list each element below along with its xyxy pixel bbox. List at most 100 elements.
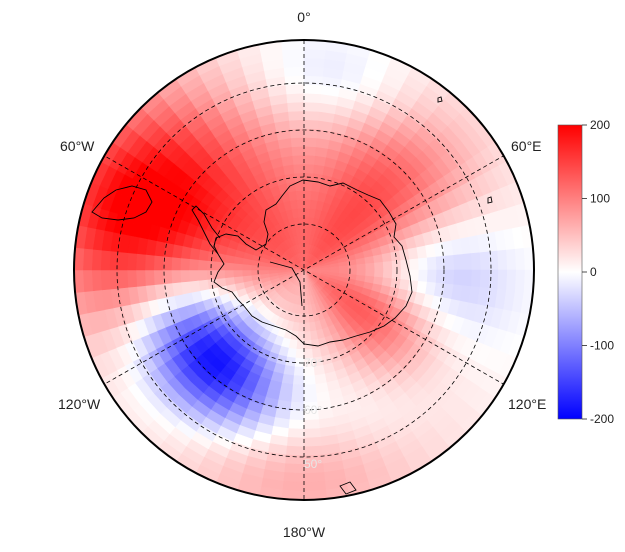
field-cell [288, 419, 305, 430]
field-cell [100, 269, 111, 291]
field-cell [268, 269, 278, 274]
meridian-120 [102, 154, 506, 386]
field-cell [232, 262, 243, 271]
field-cell [303, 472, 326, 483]
field-cell [497, 269, 508, 291]
field-cell [462, 253, 473, 271]
field-cell [290, 392, 305, 404]
field-cell [292, 154, 305, 165]
field-cell [281, 480, 305, 492]
field-cell [418, 257, 429, 271]
field-cell [100, 249, 111, 271]
field-cell [293, 366, 305, 377]
field-cell [303, 445, 323, 457]
field-cell [303, 392, 318, 404]
field-cell [281, 40, 305, 51]
field-cell [289, 199, 299, 210]
field-cell [356, 263, 367, 271]
field-cell [179, 257, 190, 271]
field-cell [303, 101, 321, 112]
field-cell [283, 66, 305, 77]
antarctic-peninsula [191, 205, 221, 255]
lat-label-60: 60° [304, 403, 322, 417]
field-cell [382, 269, 393, 280]
field-cell [288, 410, 305, 421]
field-cell [303, 119, 320, 130]
field-cell [444, 254, 455, 271]
field-cell [285, 445, 305, 457]
field-cell [117, 269, 129, 289]
lon-label-120e: 120°E [508, 396, 546, 412]
field-cell [292, 375, 305, 386]
field-cell [286, 436, 305, 448]
field-cell [303, 304, 309, 315]
field-cell [303, 190, 313, 200]
antarctica-coastline [213, 179, 413, 347]
field-cell [382, 260, 393, 271]
field-cell [506, 248, 517, 271]
field-cell [144, 269, 155, 286]
field-cell [179, 269, 190, 283]
field-cell [241, 269, 252, 277]
field-cell [206, 278, 218, 290]
field-cell [303, 419, 320, 430]
field-cell [303, 57, 326, 68]
field-cell [470, 252, 482, 271]
field-cell [144, 254, 155, 271]
field-cell [303, 163, 315, 174]
field-cell [409, 269, 420, 282]
field-cell [82, 269, 94, 293]
field-cell [365, 262, 376, 271]
lon-label-0: 0° [297, 9, 310, 25]
field-cell [303, 110, 320, 121]
field-cell [303, 66, 325, 77]
field-cell [82, 247, 94, 271]
field-cell [303, 154, 316, 165]
field-cell [303, 436, 322, 448]
map-border [73, 39, 535, 501]
field-cell [303, 480, 327, 492]
field-cell [303, 489, 327, 500]
field-cell [400, 259, 411, 271]
field-cell [303, 322, 311, 333]
field-cell [303, 181, 314, 192]
field-cell [303, 428, 321, 439]
field-cell [294, 348, 305, 359]
field-cell [126, 269, 138, 288]
field-cell [309, 330, 319, 341]
field-cell [282, 472, 305, 483]
field-cell [479, 269, 491, 289]
field-cell [426, 256, 438, 271]
field-cell [291, 384, 305, 395]
field-cell [135, 253, 146, 271]
field-cell [365, 269, 376, 278]
field-cell [381, 252, 393, 263]
field-cell [514, 247, 526, 271]
field-cell [288, 110, 305, 121]
colorbar-tick-label: -200 [590, 412, 614, 426]
field-cell [444, 269, 455, 286]
field-cell [135, 269, 146, 287]
field-cell [303, 136, 318, 148]
field-cell [285, 83, 305, 95]
field-cell [497, 249, 508, 271]
field-cell [364, 255, 375, 265]
field-cell [197, 259, 208, 271]
field-cell [224, 276, 235, 286]
field-cell [523, 247, 534, 271]
field-cell [295, 190, 305, 200]
field-cell [126, 252, 138, 271]
field-cell [426, 269, 438, 284]
field-cell [470, 269, 482, 288]
field-cell [418, 269, 429, 283]
field-cell [303, 384, 317, 395]
field-cell [462, 269, 473, 287]
field-cell [250, 269, 261, 276]
field-cell [170, 256, 182, 271]
field-cell [287, 428, 305, 439]
colorbar-tick-label: 100 [590, 192, 610, 206]
island-south-1 [339, 481, 357, 495]
lon-label-60e: 60°E [511, 138, 542, 154]
field-cell [479, 251, 491, 271]
field-cell [303, 92, 322, 104]
